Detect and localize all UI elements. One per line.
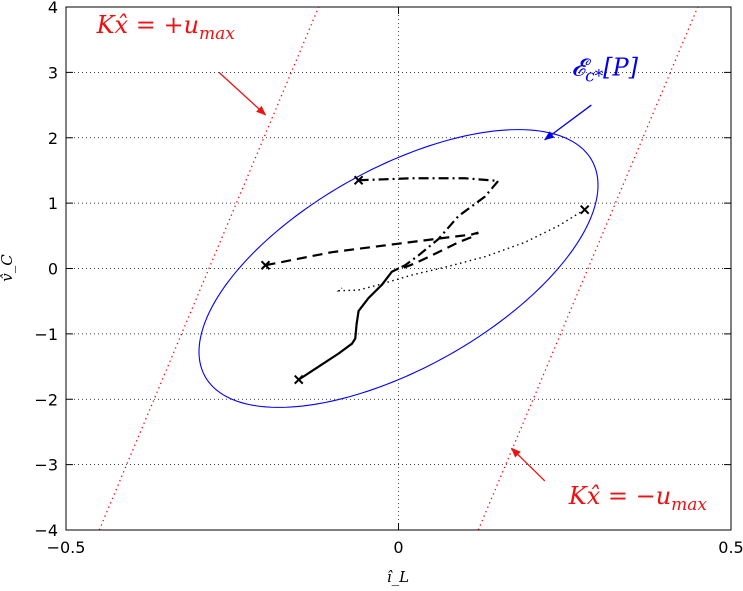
y-tick-label: −4 — [34, 521, 58, 540]
y-axis-label: v̂_C — [0, 254, 16, 282]
initial-state-marker — [260, 260, 271, 270]
annotation-arrow-2 — [510, 447, 546, 482]
invariant-ellipse — [198, 129, 599, 408]
initial-state-marker — [294, 374, 304, 385]
initial-state-marker — [579, 204, 590, 215]
y-tick-label: 2 — [48, 129, 58, 148]
constraint-label-2: Kx̂ = −umax — [568, 482, 708, 515]
x-axis-label: î_L — [387, 568, 409, 586]
y-tick-label: −2 — [34, 390, 58, 409]
constraint-lines — [98, 6, 699, 531]
x-tick-label: 0 — [393, 538, 403, 557]
trajectory-dotted — [336, 209, 586, 292]
y-tick-label: −3 — [34, 456, 58, 475]
x-tick-label: −0.5 — [47, 538, 86, 557]
trajectory-solid — [298, 267, 399, 381]
annotation-arrow-1 — [218, 71, 267, 116]
y-tick-label: 1 — [48, 194, 58, 213]
trajectories — [260, 175, 590, 385]
ellipse-group — [198, 129, 599, 408]
ticks: −0.5 0 0.5 −4 −3 −2 −1 0 1 2 3 4 — [34, 0, 743, 557]
y-tick-label: 3 — [48, 63, 58, 82]
x-tick-label: 0.5 — [718, 538, 743, 557]
initial-state-marker — [353, 175, 364, 185]
constraint-label-1: Kx̂ = +umax — [96, 11, 236, 44]
constraint-line-2 — [477, 6, 699, 531]
y-tick-label: 4 — [48, 0, 58, 17]
y-tick-label: 0 — [48, 260, 58, 279]
annotation-arrow-3 — [543, 104, 592, 141]
y-tick-label: −1 — [34, 325, 58, 344]
constraint-line-1 — [98, 6, 320, 531]
